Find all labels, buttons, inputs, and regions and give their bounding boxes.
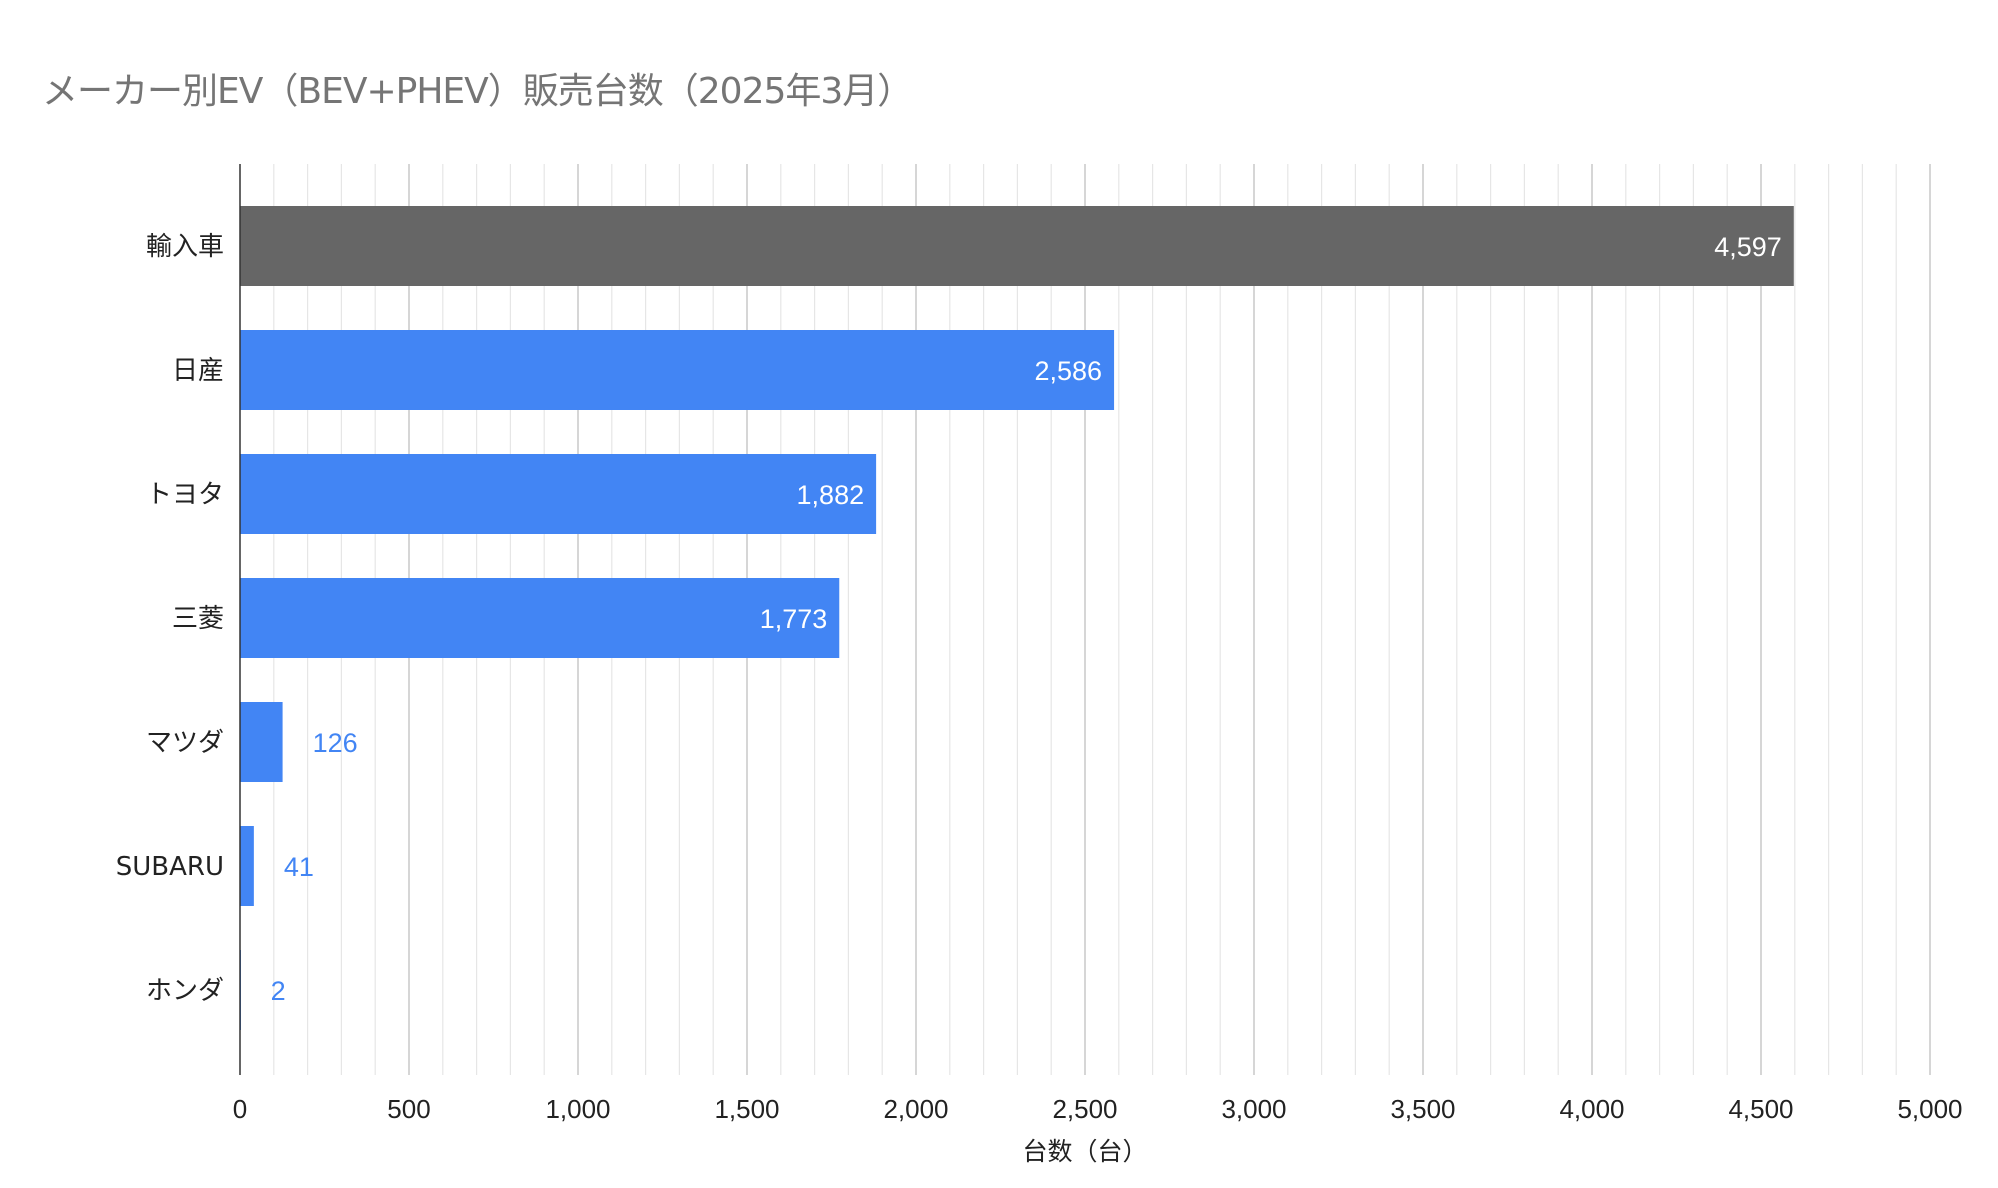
x-tick-label: 3,500 [1390, 1094, 1455, 1124]
x-tick-label: 500 [387, 1094, 430, 1124]
data-label: 41 [284, 852, 314, 882]
data-label: 1,773 [760, 604, 828, 634]
x-tick-label: 2,000 [883, 1094, 948, 1124]
bar [240, 702, 283, 782]
x-tick-label: 3,000 [1221, 1094, 1286, 1124]
category-label: ホンダ [146, 976, 224, 1006]
category-label: マツダ [146, 728, 224, 758]
category-label: トヨタ [146, 480, 224, 510]
chart-title: メーカー別EV（BEV+PHEV）販売台数（2025年3月） [42, 71, 913, 112]
bar [240, 330, 1115, 410]
x-tick-label: 1,000 [545, 1094, 610, 1124]
data-label: 126 [313, 728, 358, 758]
category-label: 日産 [172, 356, 224, 386]
x-tick-label: 1,500 [714, 1094, 779, 1124]
bar [240, 578, 840, 658]
x-tick-label: 4,500 [1728, 1094, 1793, 1124]
data-label: 1,882 [797, 480, 865, 510]
data-label: 2,586 [1034, 356, 1102, 386]
category-label: 三菱 [172, 604, 224, 634]
x-tick-label: 0 [233, 1094, 247, 1124]
x-tick-label: 4,000 [1559, 1094, 1624, 1124]
x-tick-label: 2,500 [1052, 1094, 1117, 1124]
bar [240, 454, 877, 534]
bar [240, 826, 254, 906]
x-tick-label: 5,000 [1897, 1094, 1962, 1124]
data-label: 2 [271, 976, 286, 1006]
x-axis-title: 台数（台） [1022, 1137, 1147, 1166]
data-label: 4,597 [1714, 232, 1782, 262]
category-label: 輸入車 [146, 232, 224, 262]
category-label: SUBARU [116, 852, 224, 882]
bar [240, 206, 1794, 286]
